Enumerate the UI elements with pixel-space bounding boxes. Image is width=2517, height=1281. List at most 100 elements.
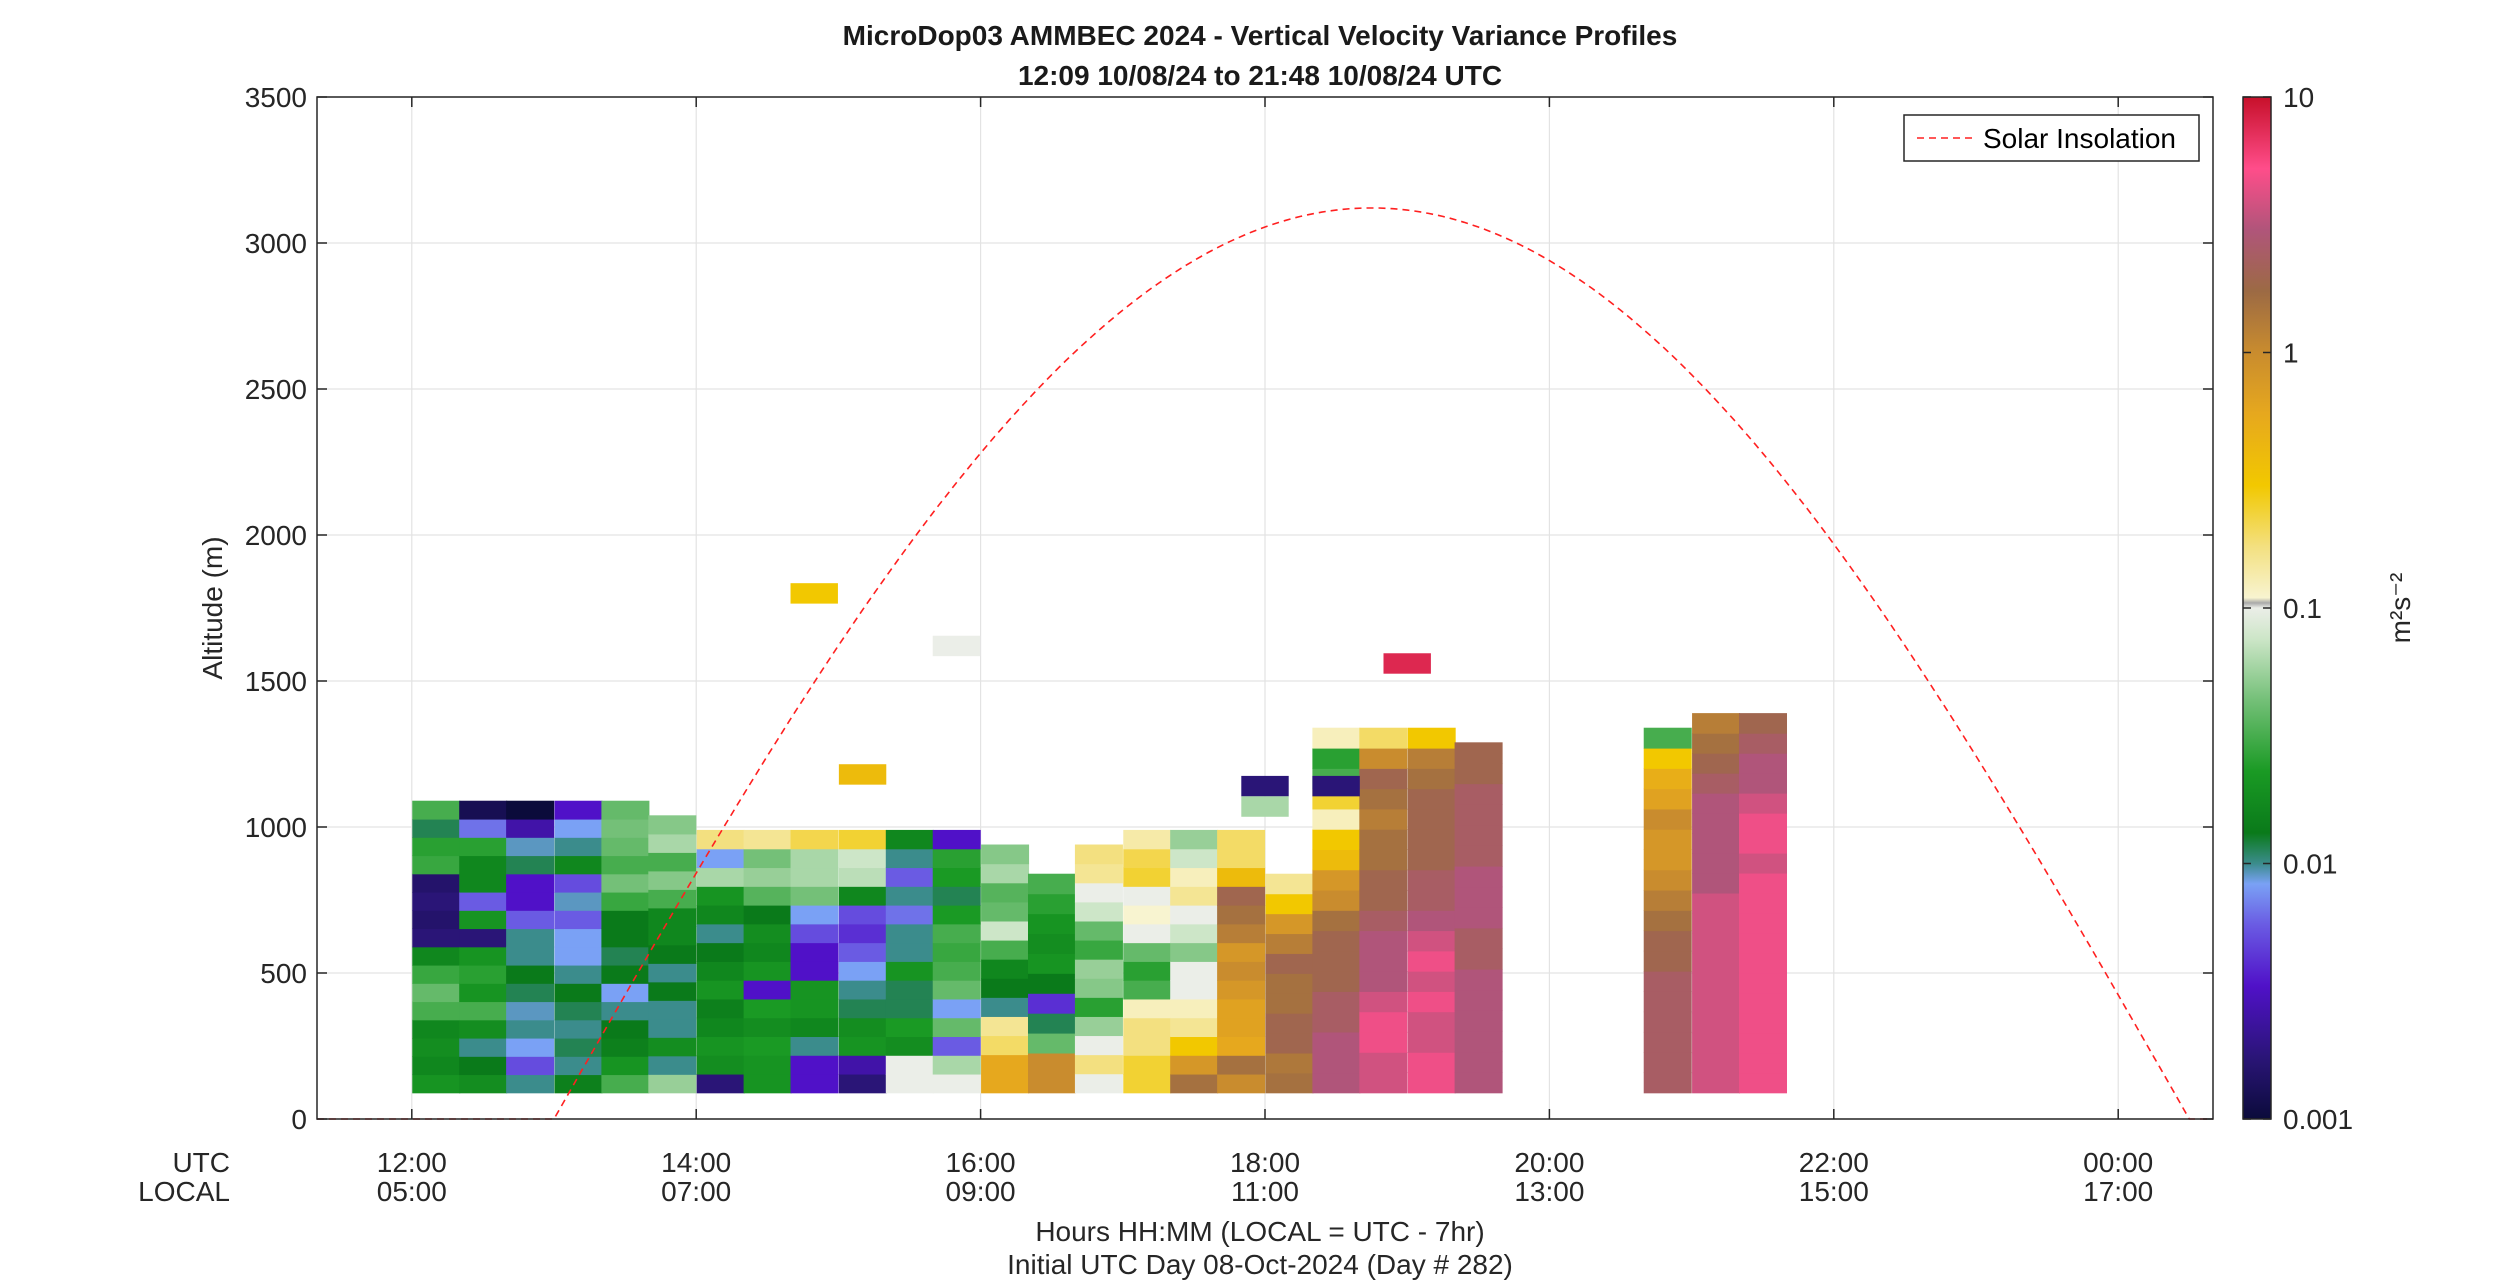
- x-tick-label-local: 07:00: [661, 1176, 731, 1207]
- heatmap-cell: [1738, 932, 1788, 954]
- heatmap-cell: [1454, 845, 1503, 867]
- heatmap-cell: [1454, 1030, 1503, 1053]
- heatmap-cell: [1027, 933, 1077, 954]
- heatmap-cell: [648, 870, 697, 890]
- heatmap-cell: [506, 928, 555, 948]
- heatmap-cell: [932, 1036, 981, 1056]
- heatmap-cell: [1738, 733, 1788, 754]
- heatmap-cell: [506, 946, 555, 966]
- heatmap-cell: [1407, 788, 1456, 810]
- heatmap-cell: [1265, 953, 1314, 974]
- heatmap-cell: [1738, 713, 1788, 734]
- heatmap-cell: [1738, 852, 1788, 874]
- heatmap-cell: [1643, 1031, 1692, 1053]
- heatmap-cell: [790, 1036, 839, 1056]
- heatmap-cell: [1074, 978, 1123, 998]
- heatmap-cell: [459, 946, 508, 966]
- heatmap-cell: [1074, 863, 1123, 884]
- colorbar-tick-label: 0.1: [2283, 593, 2322, 624]
- heatmap-cell: [1312, 930, 1361, 952]
- heatmap-cell: [506, 1056, 555, 1076]
- heatmap-cell: [1123, 867, 1172, 887]
- heatmap-cell: [459, 837, 508, 857]
- heatmap-cell: [1027, 1052, 1077, 1074]
- colorbar-ticks: 0.001 0.01 0.1 1 10: [2243, 82, 2353, 1135]
- heatmap-cell: [601, 964, 650, 984]
- heatmap-cell: [1359, 829, 1408, 850]
- heatmap-cell: [506, 837, 555, 857]
- heatmap-cell: [412, 873, 461, 893]
- heatmap-cell: [1312, 829, 1361, 850]
- heatmap-cell: [1692, 713, 1741, 734]
- heatmap-cell: [648, 852, 697, 872]
- heatmap-cell: [1643, 768, 1692, 790]
- heatmap-cell: [1265, 933, 1314, 954]
- heatmap-cell: [790, 848, 839, 869]
- heatmap-cell: [885, 867, 934, 887]
- heatmap-cell: [1170, 1017, 1219, 1038]
- heatmap-cell: [1454, 762, 1503, 785]
- heatmap-cell: [1643, 849, 1692, 871]
- heatmap-cell: [1359, 1052, 1408, 1074]
- heatmap-cell: [1265, 893, 1314, 915]
- heatmap-cell-isolated: [1241, 796, 1289, 817]
- heatmap-cell: [648, 944, 697, 964]
- heatmap-cell: [981, 1073, 1030, 1094]
- heatmap-cell: [932, 848, 981, 869]
- heatmap-cell: [1074, 939, 1123, 960]
- heatmap-cell: [981, 1035, 1030, 1056]
- heatmap-cell: [1738, 773, 1788, 794]
- heatmap-cell: [743, 886, 792, 906]
- heatmap-cell: [1454, 886, 1503, 908]
- heatmap-cell: [554, 873, 603, 893]
- heatmap-cell: [1738, 892, 1788, 914]
- heatmap-cell: [981, 978, 1030, 998]
- heatmap-cell: [932, 829, 981, 850]
- heatmap-cell: [506, 800, 555, 820]
- heatmap-cell: [1407, 869, 1456, 891]
- solar-insolation-curve: [317, 207, 2213, 1120]
- heatmap-cell: [412, 910, 461, 930]
- heatmap-cell: [648, 889, 697, 909]
- local-row-label: LOCAL: [138, 1176, 230, 1207]
- heatmap-cell: [1123, 961, 1172, 981]
- heatmap-cell: [1692, 912, 1741, 934]
- heatmap-cell-isolated: [1241, 775, 1289, 797]
- heatmap-cell: [932, 961, 981, 981]
- legend-entry-solar-insolation: Solar Insolation: [1983, 123, 2176, 154]
- heatmap-cell: [1738, 1072, 1788, 1094]
- heatmap-cell: [1692, 872, 1741, 894]
- heatmap-cell: [1123, 998, 1172, 1019]
- heatmap-cell: [1265, 913, 1314, 935]
- heatmap-cell: [554, 1056, 603, 1076]
- heatmap-cell: [981, 901, 1030, 922]
- heatmap-cell: [1738, 992, 1788, 1014]
- heatmap-cell: [1359, 1072, 1408, 1094]
- heatmap-cell: [790, 998, 839, 1019]
- y-tick-label: 2000: [245, 520, 307, 551]
- heatmap-cell: [554, 983, 603, 1003]
- heatmap-cell: [932, 1017, 981, 1038]
- heatmap-cell: [412, 1056, 461, 1076]
- heatmap-cell: [1123, 1055, 1172, 1075]
- heatmap-cell: [1454, 804, 1503, 826]
- heatmap-cell: [601, 837, 650, 857]
- heatmap-cell: [459, 983, 508, 1003]
- heatmap-cell: [1643, 930, 1692, 952]
- heatmap-cell: [1407, 1031, 1456, 1053]
- heatmap-cell: [1265, 973, 1314, 994]
- heatmap-cell: [1643, 727, 1692, 749]
- x-tick-label-local: 17:00: [2083, 1176, 2153, 1207]
- heatmap-cell: [1692, 1032, 1741, 1054]
- heatmap-cell: [1643, 869, 1692, 891]
- heatmap-cell: [1074, 901, 1123, 922]
- heatmap-cell: [1692, 1052, 1741, 1074]
- heatmap-cell: [1170, 1055, 1219, 1075]
- heatmap-cell: [1123, 829, 1172, 850]
- heatmap-cell-isolated: [790, 583, 838, 604]
- heatmap-cell: [1692, 753, 1741, 774]
- heatmap-cell: [885, 980, 934, 1000]
- heatmap-cell: [1170, 923, 1219, 944]
- heatmap-cell: [1359, 910, 1408, 932]
